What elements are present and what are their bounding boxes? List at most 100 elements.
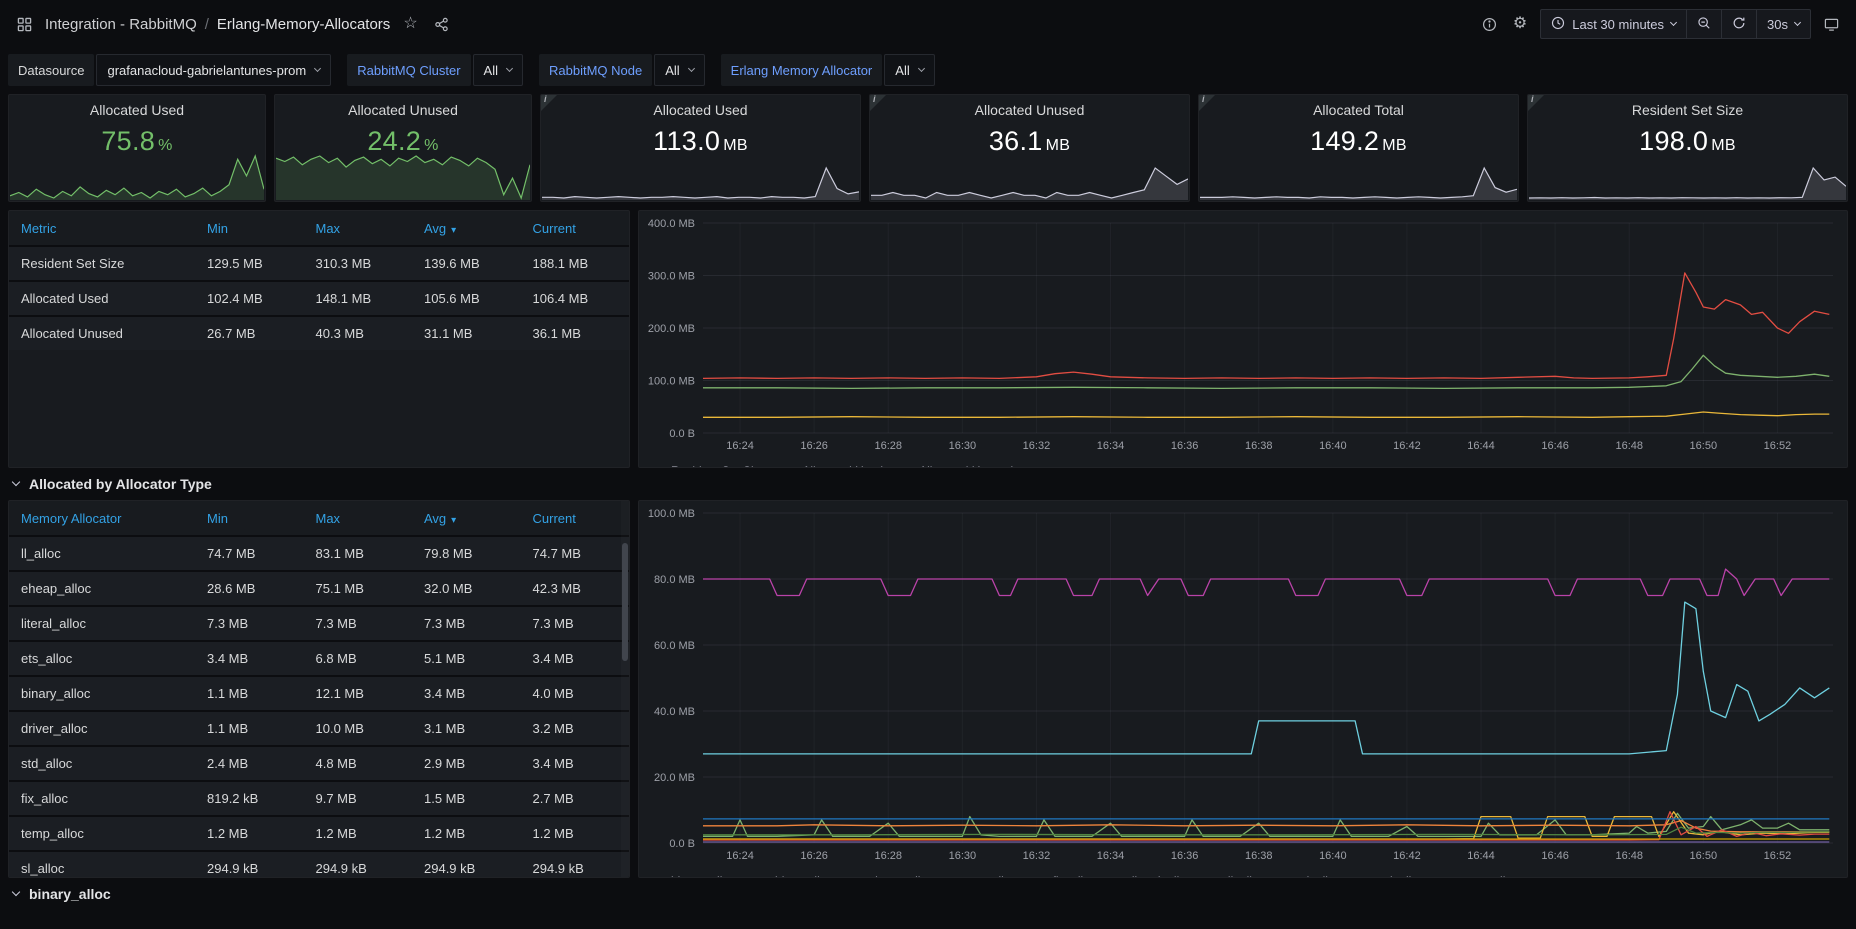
allocator-row: Memory Allocator Min Max Avg ▾ Current ll_allo… (0, 500, 1856, 878)
tv-mode-icon[interactable] (1821, 14, 1842, 35)
column-header-metric[interactable]: Metric (21, 221, 57, 236)
legend-item-driver-alloc[interactable]: driver_alloc (751, 874, 832, 877)
legend-item-ll-alloc[interactable]: ll_alloc (1208, 874, 1265, 877)
memory-usage-chart[interactable]: 16:24 16:26 16:28 16:30 16:32 16:34 16:36 16:38… (639, 211, 1847, 462)
column-header-min[interactable]: Min (207, 221, 228, 236)
svg-text:100.0 MB: 100.0 MB (648, 508, 695, 520)
zoom-out-time-button[interactable] (1686, 9, 1722, 39)
cell: 1.2 MB (195, 815, 304, 851)
column-header-current[interactable]: Current (532, 511, 576, 526)
stat-panel-value: 36.1 MB (988, 126, 1071, 156)
panel-info-corner-icon[interactable]: i (541, 95, 557, 111)
legend-item-binary-alloc[interactable]: binary_alloc (651, 874, 735, 877)
table-row-binary-alloc: binary_alloc 1.1 MB 12.1 MB 3.4 MB 4.0 MB (9, 675, 629, 711)
memory-row: Metric Min Max Avg ▾ Current Resident Set Size… (0, 210, 1856, 468)
dashboards-grid-icon[interactable] (14, 14, 35, 35)
legend-item-ets-alloc[interactable]: ets_alloc (949, 874, 1016, 877)
dashboard-body: Allocated Used 75.8% Allocated Unused 24.2%… (0, 94, 1856, 910)
chevron-down-icon (505, 64, 514, 73)
stat-panel-allocated-unused-1[interactable]: Allocated Unused 24.2% (274, 94, 532, 202)
panel-help-icon[interactable] (1479, 14, 1500, 35)
section-allocated-by-allocator-type[interactable]: Allocated by Allocator Type (0, 468, 1856, 500)
stat-panel-resident-set-size-5[interactable]: i Resident Set Size 198.0 MB (1527, 94, 1848, 202)
allocator-usage-chart[interactable]: 16:24 16:26 16:28 16:30 16:32 16:34 16:36 16:38… (639, 501, 1847, 872)
column-header-min[interactable]: Min (207, 511, 228, 526)
stat-panel-allocated-used-2[interactable]: i Allocated Used 113.0 MB (540, 94, 861, 202)
star-icon[interactable]: ☆ (400, 13, 420, 35)
share-icon[interactable] (431, 14, 452, 35)
stat-panel-value: 198.0 MB (1639, 126, 1736, 156)
stat-panel-allocated-unused-3[interactable]: i Allocated Unused 36.1 MB (869, 94, 1190, 202)
cell: 105.6 MB (412, 280, 521, 316)
filter-value-rabbitmq-node[interactable]: All (654, 54, 705, 86)
cell: 819.2 kB (195, 780, 304, 816)
filter-value-rabbitmq-cluster[interactable]: All (472, 54, 523, 86)
legend-item-allocated-used[interactable]: Allocated Used (782, 464, 883, 467)
clock-icon (1551, 16, 1565, 33)
legend-item-eheap-alloc[interactable]: eheap_alloc (848, 874, 933, 877)
row-label: Allocated Used (9, 280, 195, 316)
filter-value-erlang-memory-allocator[interactable]: All (884, 54, 935, 86)
refresh-button[interactable] (1721, 9, 1757, 39)
legend-item-resident-set-size[interactable]: Resident Set Size (651, 464, 766, 467)
legend-item-literal-alloc[interactable]: literal_alloc (1112, 874, 1192, 877)
legend-label: std_alloc (1377, 874, 1424, 877)
column-header-avg[interactable]: Avg ▾ (424, 221, 457, 236)
legend-item-std-alloc[interactable]: std_alloc (1357, 874, 1424, 877)
table-scrollbar[interactable] (621, 501, 629, 877)
stat-panel-unit: MB (723, 137, 748, 154)
zoom-out-icon (1697, 16, 1711, 33)
svg-text:16:28: 16:28 (874, 440, 902, 452)
column-header-memory-allocator[interactable]: Memory Allocator (21, 511, 122, 526)
settings-gear-icon[interactable]: ⚙ (1510, 13, 1530, 35)
column-header-current[interactable]: Current (532, 221, 576, 236)
allocator-chart-panel: 16:24 16:26 16:28 16:30 16:32 16:34 16:36 16:38… (638, 500, 1848, 878)
legend-label: driver_alloc (771, 874, 832, 877)
svg-text:16:46: 16:46 (1541, 440, 1569, 452)
filter-datasource: Datasource grafanacloud-gabrielantunes-pr… (8, 54, 332, 86)
column-header-max[interactable]: Max (315, 221, 341, 236)
legend-item-fix-alloc[interactable]: fix_alloc (1033, 874, 1096, 877)
table-row-ets-alloc: ets_alloc 3.4 MB 6.8 MB 5.1 MB 3.4 MB (9, 640, 629, 676)
memory-usage-chart-canvas[interactable]: 16:24 16:26 16:28 16:30 16:32 16:34 16:36 16:38… (639, 211, 1847, 457)
collapse-chevron-icon (11, 477, 21, 487)
cell: 1.2 MB (520, 815, 629, 851)
cell: 36.1 MB (520, 315, 629, 350)
cell: 188.1 MB (520, 245, 629, 281)
scrollbar-thumb[interactable] (622, 543, 628, 661)
stat-panel-title: Allocated Unused (974, 102, 1085, 118)
svg-text:16:48: 16:48 (1615, 850, 1643, 862)
stat-panel-title: Allocated Unused (348, 102, 458, 118)
filter-selected-value: All (895, 62, 910, 78)
memory-stats-table: Metric Min Max Avg ▾ Current Resident Set Size… (9, 211, 629, 350)
legend-item-allocated-unused[interactable]: Allocated Unused (899, 464, 1013, 467)
allocator-table-panel: Memory Allocator Min Max Avg ▾ Current ll_allo… (8, 500, 630, 878)
svg-text:16:40: 16:40 (1319, 440, 1347, 452)
legend-item-sl-alloc[interactable]: sl_alloc (1281, 874, 1341, 877)
column-header-max[interactable]: Max (315, 511, 341, 526)
memory-chart-legend: Resident Set Size Allocated Used Allocated… (639, 462, 1847, 467)
stat-panel-allocated-total-4[interactable]: i Allocated Total 149.2 MB (1198, 94, 1519, 202)
panel-info-corner-icon[interactable]: i (1199, 95, 1215, 111)
breadcrumb-folder[interactable]: Integration - RabbitMQ (45, 15, 197, 33)
column-header-avg[interactable]: Avg ▾ (424, 511, 457, 526)
row-label: Allocated Unused (9, 315, 195, 350)
svg-text:100.0 MB: 100.0 MB (648, 376, 695, 388)
refresh-interval-picker[interactable]: 30s (1756, 9, 1811, 39)
svg-text:16:36: 16:36 (1171, 850, 1199, 862)
cell: 5.1 MB (412, 640, 521, 676)
cell: 102.4 MB (195, 280, 304, 316)
legend-item-temp-alloc[interactable]: temp_alloc (1440, 874, 1518, 877)
stat-panel-title: Allocated Used (653, 102, 748, 118)
time-range-picker[interactable]: Last 30 minutes (1540, 9, 1687, 39)
panel-info-corner-icon[interactable]: i (870, 95, 886, 111)
svg-text:16:52: 16:52 (1764, 850, 1792, 862)
svg-text:16:26: 16:26 (800, 850, 828, 862)
filter-value-datasource[interactable]: grafanacloud-gabrielantunes-prom (96, 54, 332, 86)
svg-text:16:24: 16:24 (726, 440, 754, 452)
section-binary-alloc[interactable]: binary_alloc (0, 878, 1856, 910)
cell: 294.9 kB (520, 850, 629, 877)
stat-panel-allocated-used-0[interactable]: Allocated Used 75.8% (8, 94, 266, 202)
allocator-usage-chart-canvas[interactable]: 16:24 16:26 16:28 16:30 16:32 16:34 16:36 16:38… (639, 501, 1847, 867)
panel-info-corner-icon[interactable]: i (1528, 95, 1544, 111)
